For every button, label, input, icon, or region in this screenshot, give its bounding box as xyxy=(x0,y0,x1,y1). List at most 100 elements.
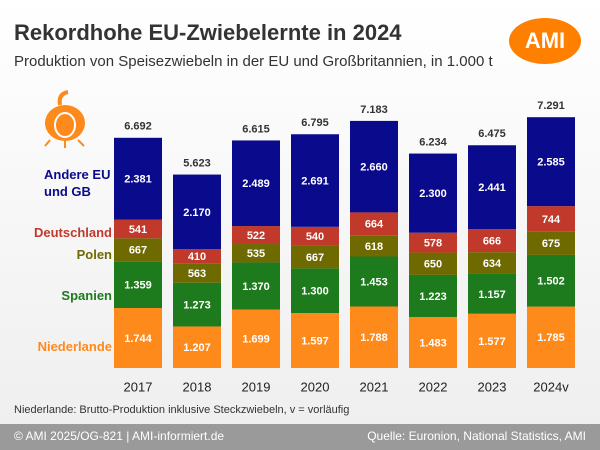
bar-segment xyxy=(527,117,575,207)
data-label: 1.597 xyxy=(301,335,329,347)
bar-segment xyxy=(232,140,280,227)
bar-segment xyxy=(468,145,516,230)
bar-segment xyxy=(350,306,398,368)
bar-segment xyxy=(173,249,221,264)
footer-left: © AMI 2025/OG-821 | AMI-informiert.de xyxy=(14,429,224,443)
total-label: 7.291 xyxy=(537,100,565,112)
bar-segment xyxy=(291,134,339,227)
total-label: 5.623 xyxy=(183,157,211,169)
data-label: 1.157 xyxy=(478,289,506,301)
data-label: 667 xyxy=(306,252,324,264)
data-label: 2.300 xyxy=(419,188,447,200)
total-label: 6.692 xyxy=(124,121,152,133)
bar-segment xyxy=(468,273,516,314)
bar-segment xyxy=(173,174,221,250)
data-label: 1.223 xyxy=(419,291,447,303)
data-label: 1.483 xyxy=(419,337,447,349)
data-label: 618 xyxy=(365,241,383,253)
data-label: 578 xyxy=(424,238,442,250)
data-label: 1.502 xyxy=(537,276,565,288)
onion-icon xyxy=(44,90,85,148)
footer-band xyxy=(0,424,600,450)
x-tick-label: 2023 xyxy=(478,379,507,394)
bar-segment xyxy=(409,316,457,368)
bar-segment xyxy=(114,308,162,368)
x-tick-label: 2024v xyxy=(533,379,569,394)
bar-segment xyxy=(114,219,162,239)
bar-segment xyxy=(291,268,339,314)
x-tick-label: 2022 xyxy=(419,379,448,394)
bar-segment xyxy=(468,313,516,368)
data-label: 2.441 xyxy=(478,182,506,194)
data-label: 1.300 xyxy=(301,286,329,298)
note: Niederlande: Brutto-Produktion inklusive… xyxy=(14,404,349,416)
data-label: 2.381 xyxy=(124,174,152,186)
bar-segment xyxy=(173,263,221,283)
bar-segment xyxy=(291,226,339,246)
data-label: 522 xyxy=(247,230,265,242)
bar-segment xyxy=(232,244,280,263)
data-label: 2.170 xyxy=(183,207,211,219)
bar-segment xyxy=(350,235,398,257)
bar-segment xyxy=(527,254,575,307)
data-label: 675 xyxy=(542,238,560,250)
total-label: 6.475 xyxy=(478,128,506,140)
bar-segment xyxy=(114,261,162,309)
bar-segment xyxy=(291,313,339,368)
bar-segment xyxy=(232,226,280,245)
data-label: 2.691 xyxy=(301,175,329,187)
data-label: 1.370 xyxy=(242,281,270,293)
data-label: 541 xyxy=(129,224,147,236)
chart-subtitle: Produktion von Speisezwiebeln in der EU … xyxy=(14,53,493,70)
data-label: 667 xyxy=(129,245,147,257)
total-label: 6.795 xyxy=(301,117,329,129)
chart-title: Rekordhohe EU-Zwiebelernte in 2024 xyxy=(14,20,402,45)
bar-segment xyxy=(173,326,221,368)
data-label: 1.577 xyxy=(478,336,506,348)
logo-badge xyxy=(509,18,581,64)
legend-label: Spanien xyxy=(61,288,112,303)
data-label: 1.785 xyxy=(537,332,565,344)
data-label: 664 xyxy=(365,219,384,231)
bar-segment xyxy=(409,252,457,275)
bar-segment xyxy=(350,212,398,236)
total-label: 6.615 xyxy=(242,123,270,135)
bar-segment xyxy=(468,229,516,253)
bar-segment xyxy=(409,274,457,317)
bar-segment xyxy=(409,232,457,253)
data-label: 1.273 xyxy=(183,299,211,311)
footer-right: Quelle: Euronion, National Statistics, A… xyxy=(367,429,586,443)
x-tick-label: 2020 xyxy=(301,379,330,394)
bar-segment xyxy=(232,262,280,310)
legend-label: Deutschland xyxy=(33,225,112,240)
data-label: 744 xyxy=(542,214,561,226)
bar-segment xyxy=(527,231,575,255)
total-label: 6.234 xyxy=(419,136,447,148)
legend-label: Niederlande xyxy=(37,339,112,354)
data-label: 634 xyxy=(483,258,502,270)
legend-label: Andere EU und GB xyxy=(44,167,111,199)
data-label: 1.359 xyxy=(124,280,152,292)
x-tick-label: 2021 xyxy=(360,379,389,394)
bar-segment xyxy=(350,120,398,213)
data-label: 1.699 xyxy=(242,334,270,346)
data-label: 2.489 xyxy=(242,178,270,190)
bar-segment xyxy=(291,245,339,269)
bar-segment xyxy=(409,153,457,233)
bar-segment xyxy=(173,282,221,327)
bar-segment xyxy=(527,306,575,368)
bar-segment xyxy=(114,137,162,220)
data-label: 666 xyxy=(483,236,501,248)
total-label: 7.183 xyxy=(360,104,388,116)
data-label: 1.788 xyxy=(360,332,388,344)
bar-segment xyxy=(350,256,398,307)
data-label: 563 xyxy=(188,268,206,280)
bar-segment xyxy=(114,238,162,262)
legend-label: Polen xyxy=(76,247,112,262)
data-label: 2.585 xyxy=(537,157,565,169)
data-label: 535 xyxy=(247,248,265,260)
data-label: 410 xyxy=(188,251,206,263)
data-label: 2.660 xyxy=(360,162,388,174)
